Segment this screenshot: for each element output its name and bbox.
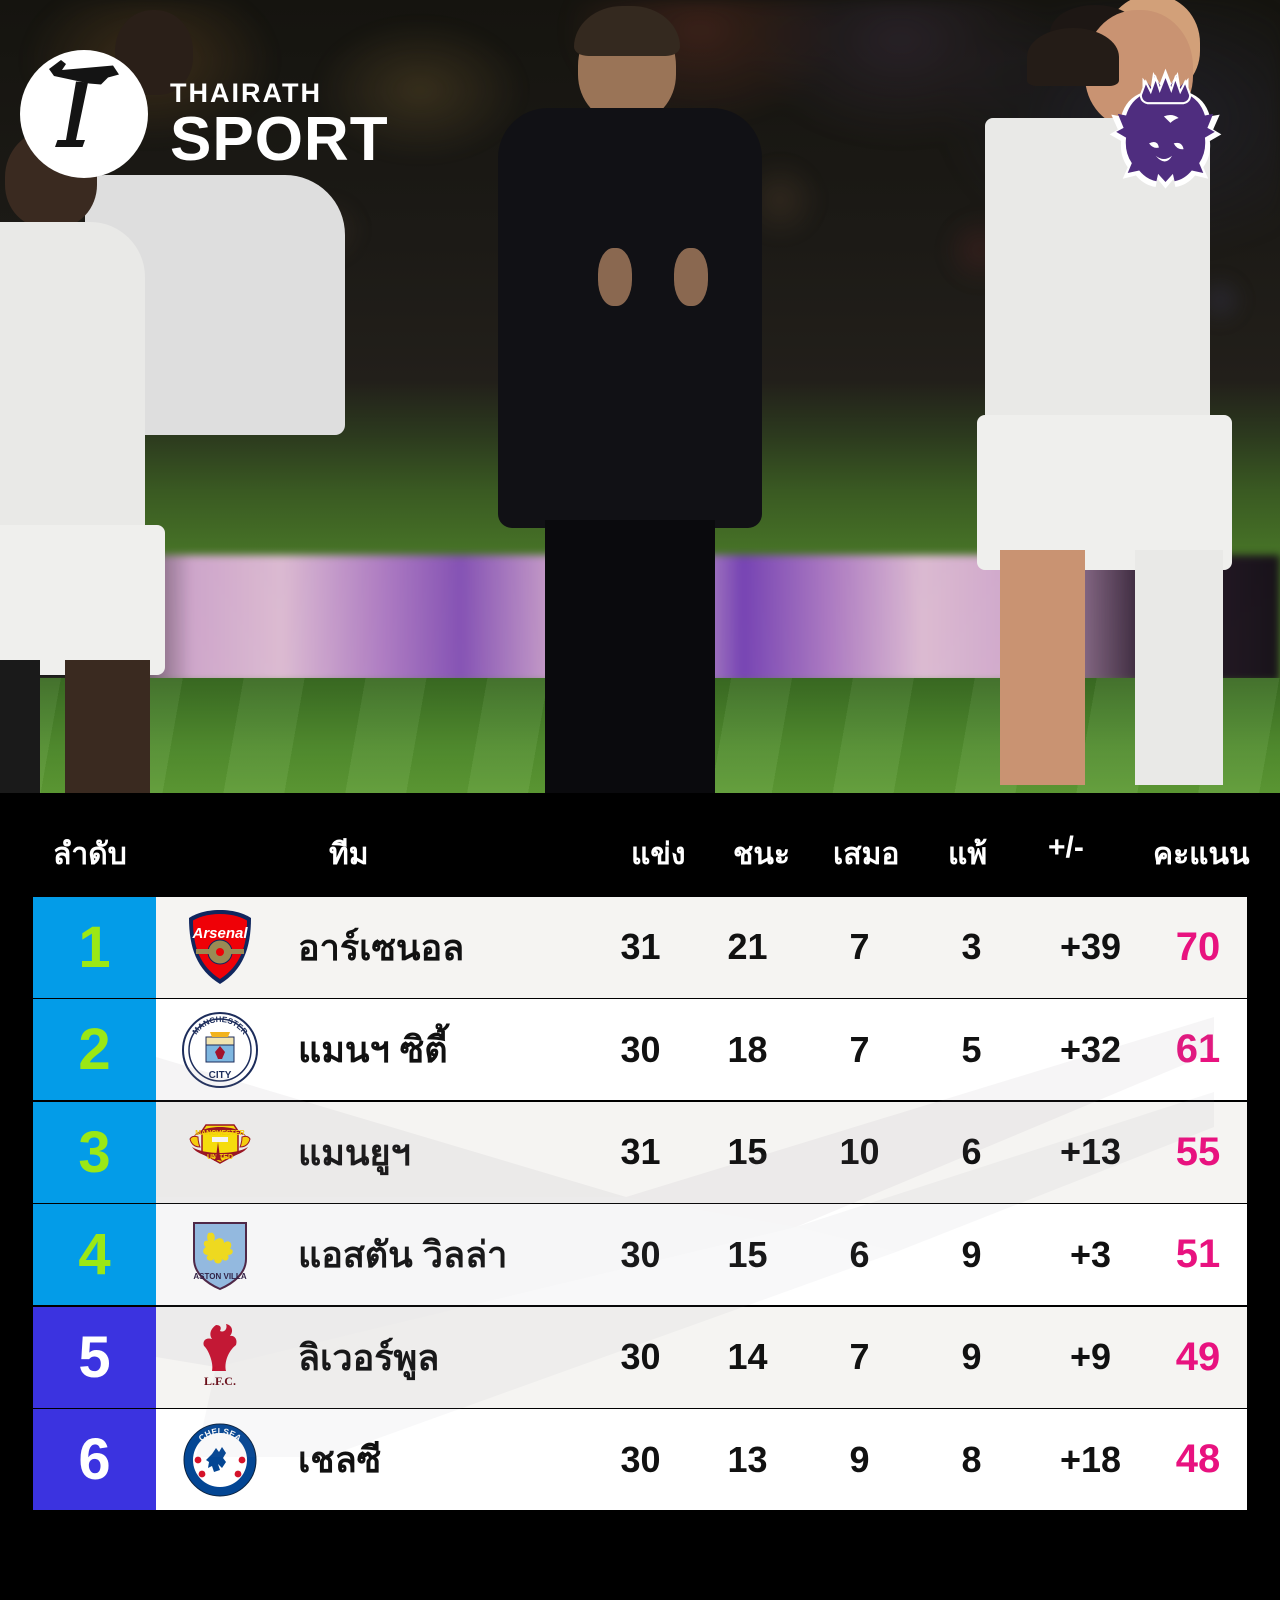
svg-text:CITY: CITY [208, 1070, 231, 1081]
svg-text:L.F.C.: L.F.C. [204, 1374, 236, 1388]
svg-text:Arsenal: Arsenal [191, 925, 248, 942]
svg-text:MANCHESTER: MANCHESTER [195, 1130, 244, 1137]
svg-text:ASTON VILLA: ASTON VILLA [193, 1272, 246, 1281]
